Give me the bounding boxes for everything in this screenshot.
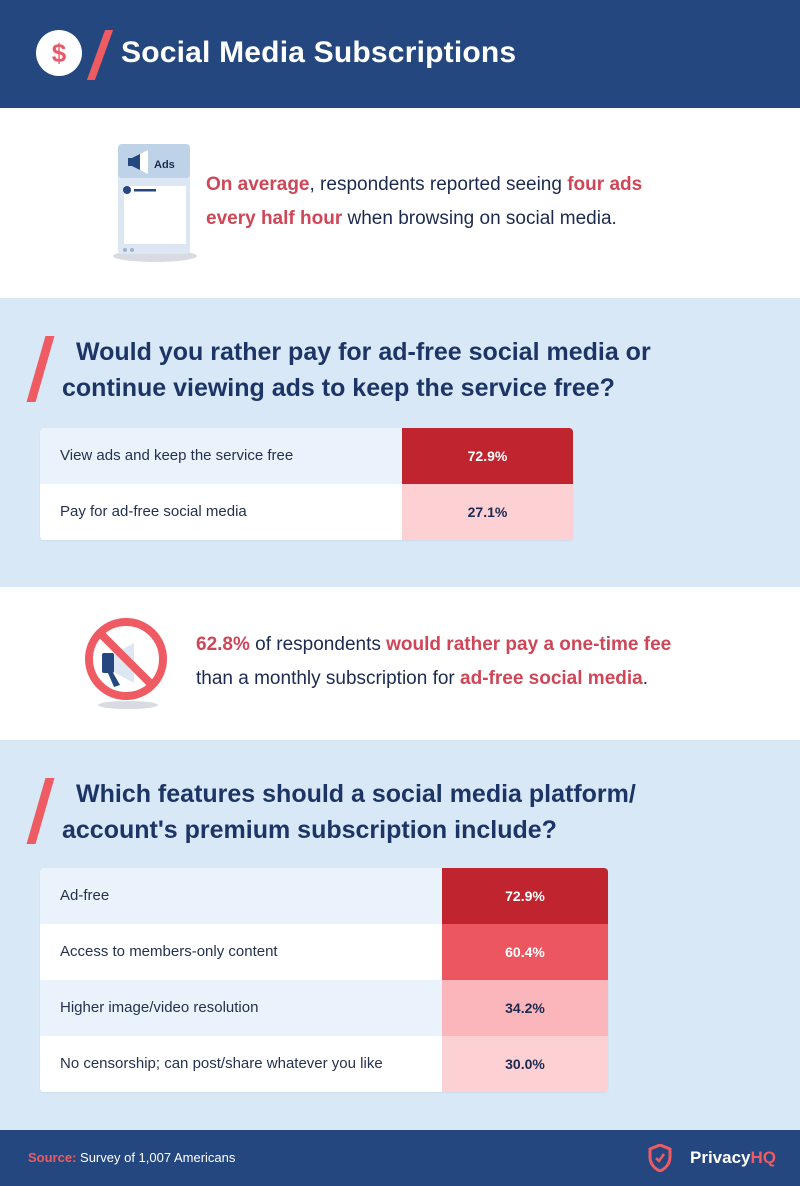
- ads-stat-line-2: every half hour when browsing on social …: [206, 208, 617, 229]
- no-megaphone-icon: [85, 618, 167, 709]
- row-value-bar: 72.9%: [442, 868, 608, 924]
- row-label: Access to members-only content: [40, 924, 442, 980]
- question-2-table: Ad-free 72.9% Access to members-only conte…: [40, 868, 608, 1092]
- table-row: Pay for ad-free social media 27.1%: [40, 484, 573, 540]
- table-row: Access to members-only content 60.4%: [40, 924, 608, 980]
- fee-stat-line-1: 62.8% of respondents would rather pay a …: [196, 634, 672, 655]
- question-2-panel: Which features should a social media pla…: [0, 740, 800, 1130]
- page-footer: Source: Survey of 1,007 Americans Privac…: [0, 1130, 800, 1186]
- brand-logo-text: PrivacyHQ: [690, 1148, 776, 1167]
- phone-ads-icon: Ads: [113, 144, 197, 262]
- question-2-title: Which features should a social media pla…: [62, 780, 636, 844]
- page-header: $ Social Media Subscriptions: [0, 0, 800, 108]
- row-value-bar: 27.1%: [402, 484, 573, 540]
- fee-stat-section: 62.8% of respondents would rather pay a …: [0, 587, 800, 740]
- row-value-bar: 72.9%: [402, 428, 573, 484]
- row-label: Pay for ad-free social media: [40, 484, 402, 540]
- question-1-table: View ads and keep the service free 72.9% P…: [40, 428, 573, 540]
- fee-stat-text: 62.8% of respondents would rather pay a …: [196, 628, 671, 696]
- question-1-title: Would you rather pay for ad-free social …: [62, 338, 651, 402]
- fee-stat-line-2: than a monthly subscription for ad-free …: [196, 668, 649, 689]
- question-2-slash-decoration: [26, 778, 55, 844]
- question-1-panel: Would you rather pay for ad-free social …: [0, 298, 800, 587]
- row-label: Higher image/video resolution: [40, 980, 442, 1036]
- source-note: Source: Survey of 1,007 Americans: [28, 1150, 236, 1165]
- ads-icon-label: Ads: [154, 159, 175, 171]
- header-slash-decoration: [86, 30, 114, 80]
- table-row: Ad-free 72.9%: [40, 868, 608, 924]
- shield-logo-icon: [648, 1144, 672, 1172]
- ads-stat-line-1: On average, respondents reported seeing …: [206, 174, 643, 195]
- dollar-coin-icon: $: [36, 30, 82, 76]
- row-value-bar: 60.4%: [442, 924, 608, 980]
- table-row: View ads and keep the service free 72.9%: [40, 428, 573, 484]
- ads-stat-section: Ads On average, respondents reported see…: [0, 108, 800, 298]
- row-value-bar: 30.0%: [442, 1036, 608, 1092]
- question-1-slash-decoration: [26, 336, 55, 402]
- table-row: No censorship; can post/share whatever y…: [40, 1036, 608, 1092]
- ads-stat-text: On average, respondents reported seeing …: [206, 168, 642, 236]
- page-title: Social Media Subscriptions: [121, 36, 517, 69]
- row-label: Ad-free: [40, 868, 442, 924]
- row-value-bar: 34.2%: [442, 980, 608, 1036]
- row-label: No censorship; can post/share whatever y…: [40, 1036, 442, 1092]
- table-row: Higher image/video resolution 34.2%: [40, 980, 608, 1036]
- row-label: View ads and keep the service free: [40, 428, 402, 484]
